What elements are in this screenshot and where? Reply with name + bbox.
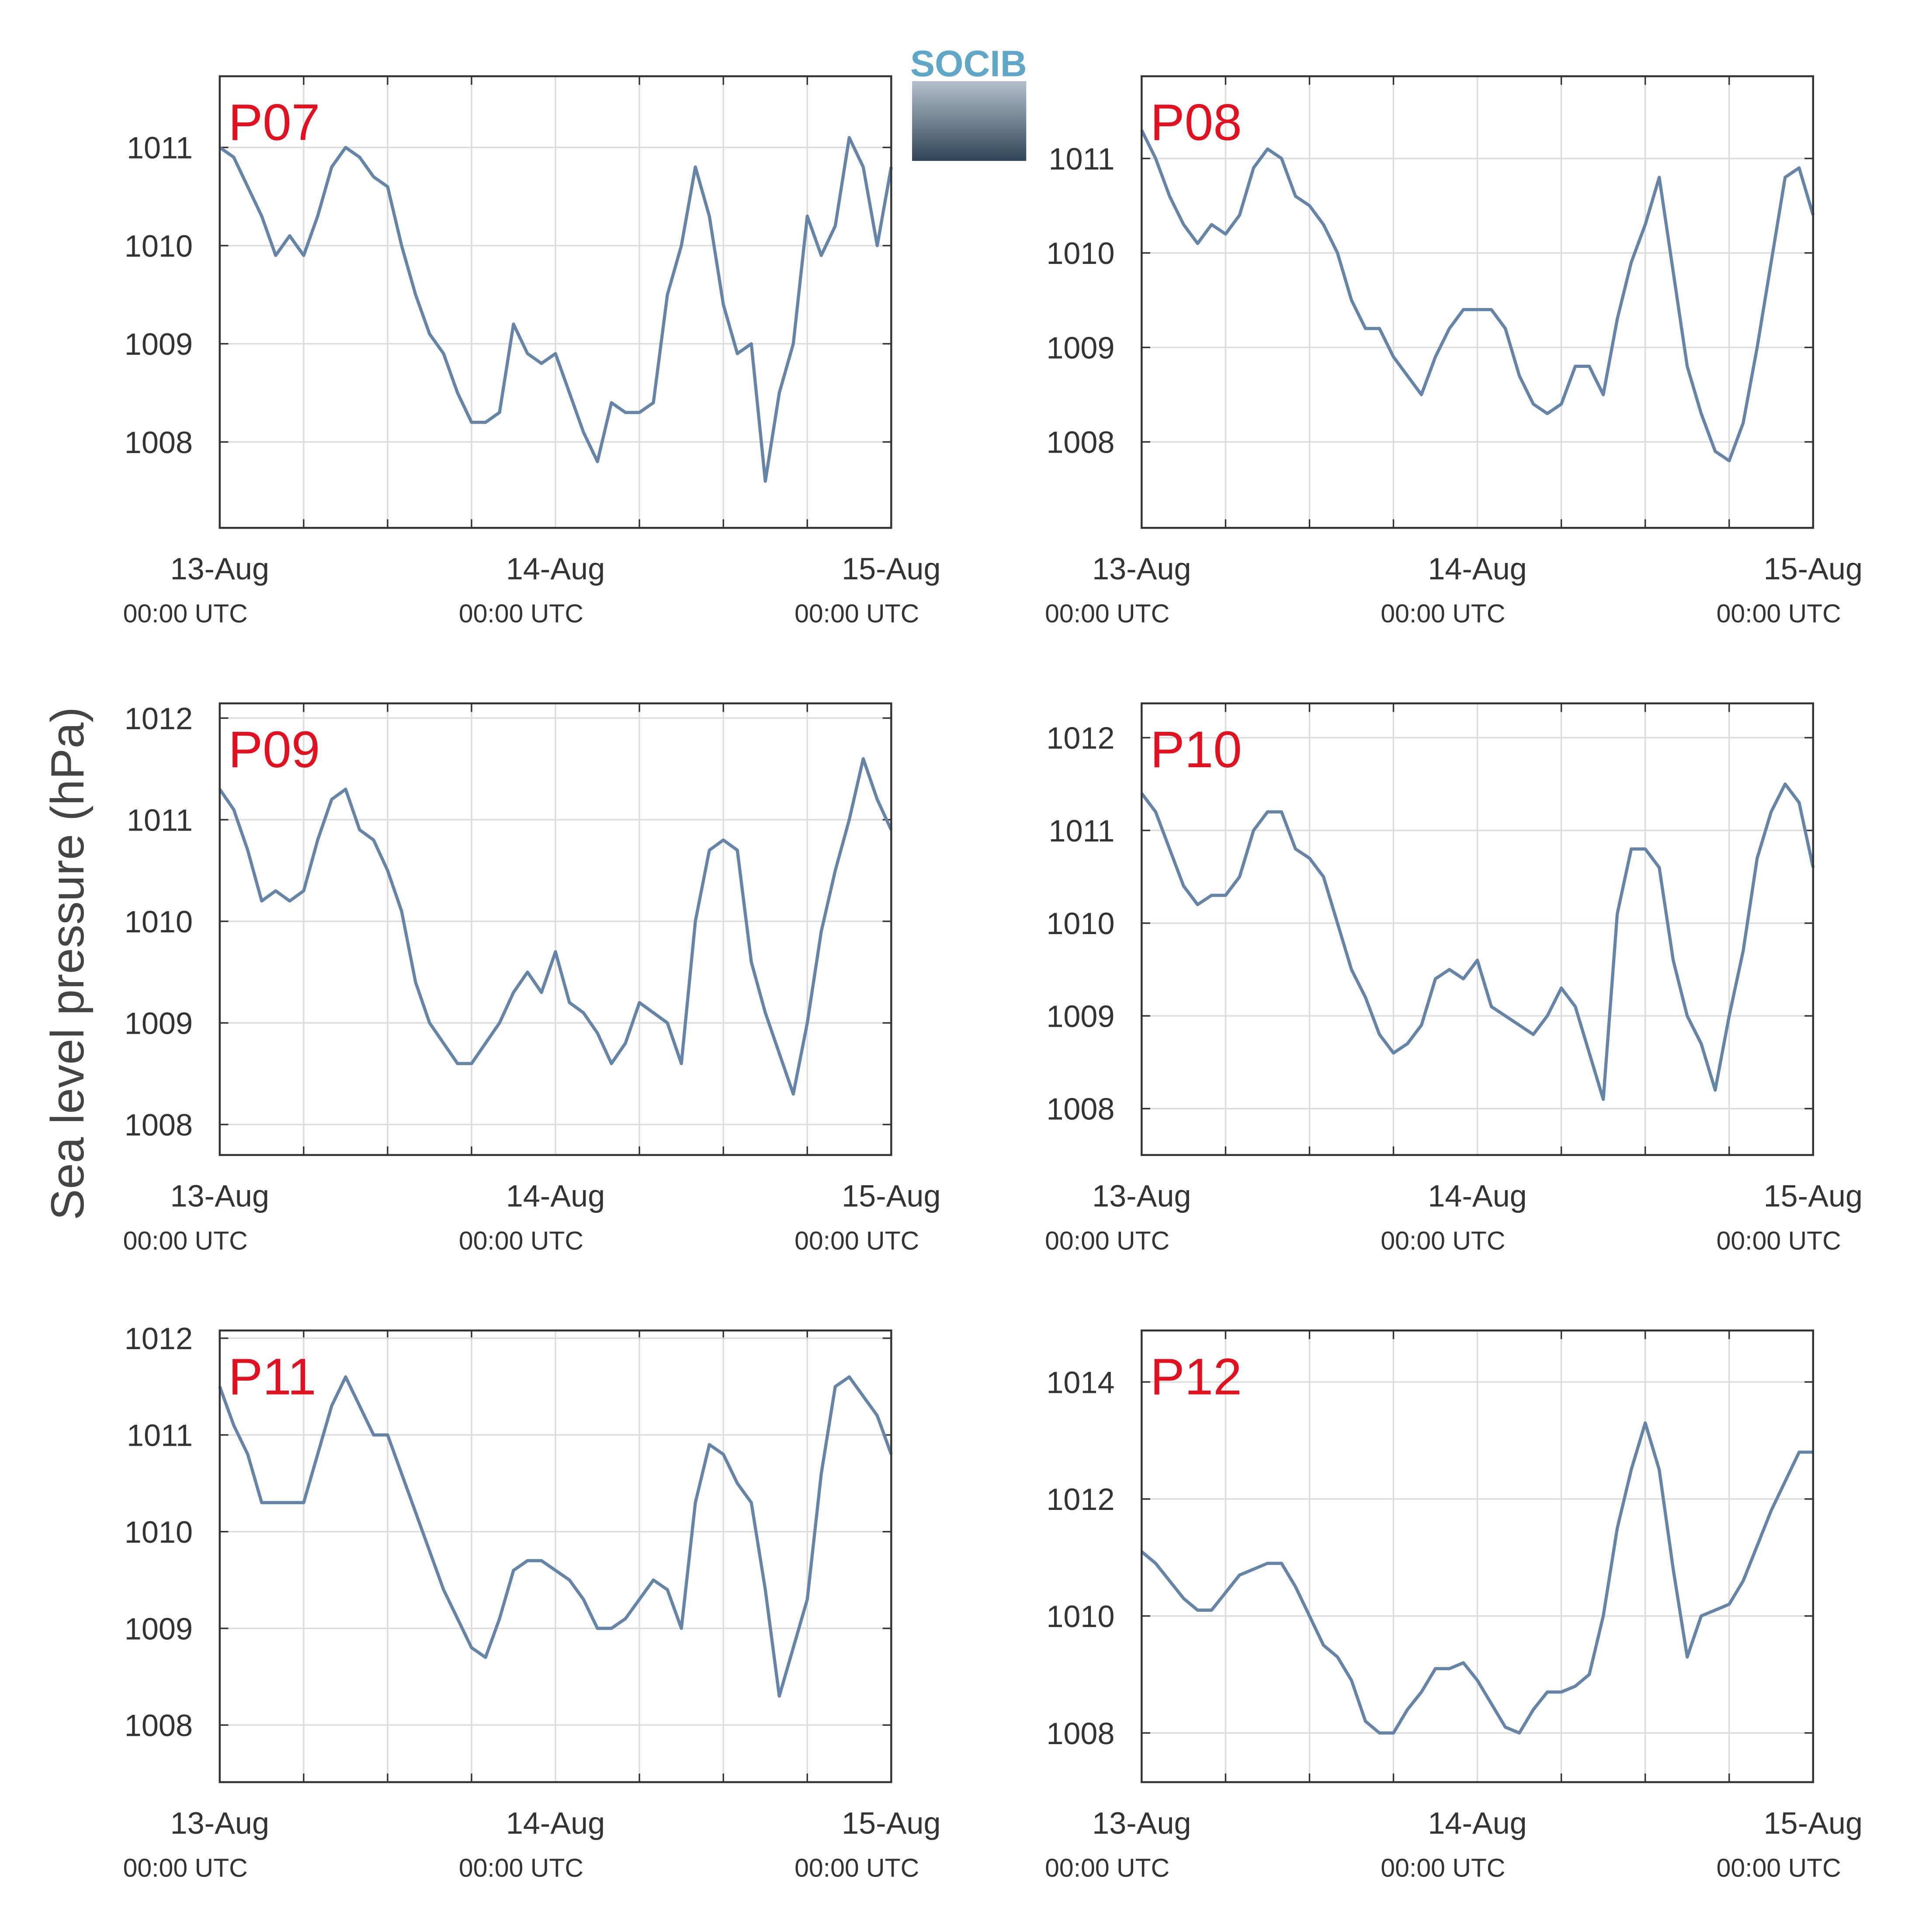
y-tick-label: 1011 xyxy=(127,803,193,837)
y-tick-label: 1012 xyxy=(125,1321,193,1356)
x-tick-label: 14-Aug xyxy=(506,1806,605,1840)
y-tick-label: 1009 xyxy=(125,1611,193,1646)
y-tick-label: 1011 xyxy=(127,1418,193,1453)
y-tick-label: 1008 xyxy=(1046,425,1114,460)
panel-title: P12 xyxy=(1150,1347,1242,1405)
x-tick-sublabel: 00:00 UTC xyxy=(123,1227,248,1255)
x-tick-sublabel: 00:00 UTC xyxy=(1717,1227,1841,1255)
y-tick-label: 1008 xyxy=(1046,1716,1114,1751)
x-tick-label: 13-Aug xyxy=(1092,1806,1191,1840)
panel-title: P07 xyxy=(228,93,320,151)
y-tick-label: 1010 xyxy=(125,904,193,939)
plot-frame xyxy=(219,702,892,1156)
x-tick-label: 15-Aug xyxy=(842,1179,940,1213)
y-axis-title: Sea level pressure (hPa) xyxy=(41,707,94,1220)
x-tick-label: 13-Aug xyxy=(170,551,269,586)
y-tick-label: 1011 xyxy=(127,131,193,165)
x-tick-sublabel: 00:00 UTC xyxy=(1045,1854,1169,1882)
x-tick-label: 14-Aug xyxy=(1428,1179,1526,1213)
x-tick-sublabel: 00:00 UTC xyxy=(1045,1227,1169,1255)
panel: 13-Aug 00:00 UTC 14-Aug 00:00 UTC 15-Aug 00:0… xyxy=(123,1321,941,1882)
panel-title: P08 xyxy=(1150,93,1242,151)
x-tick-sublabel: 00:00 UTC xyxy=(459,1854,583,1882)
x-tick-label: 13-Aug xyxy=(170,1179,269,1213)
panel-title: P10 xyxy=(1150,720,1242,778)
data-line xyxy=(218,1375,893,1698)
x-tick-label: 15-Aug xyxy=(1764,551,1863,586)
logo-text: SOCIB xyxy=(910,43,1027,84)
x-tick-label: 15-Aug xyxy=(842,1806,940,1840)
plot-frame xyxy=(1141,702,1814,1156)
y-tick-label: 1009 xyxy=(1046,999,1114,1033)
y-tick-label: 1008 xyxy=(125,425,193,460)
x-tick-label: 13-Aug xyxy=(1092,1179,1191,1213)
x-tick-label: 14-Aug xyxy=(506,551,605,586)
y-tick-label: 1008 xyxy=(125,1108,193,1142)
data-line xyxy=(1140,782,1815,1101)
y-tick-label: 1012 xyxy=(1046,721,1114,755)
panel-title: P09 xyxy=(228,720,320,778)
logo-block xyxy=(912,81,1027,161)
x-tick-sublabel: 00:00 UTC xyxy=(1381,1227,1505,1255)
data-line xyxy=(1140,129,1815,463)
y-tick-label: 1010 xyxy=(125,229,193,263)
logo: SOCIB xyxy=(910,43,1027,161)
y-tick-label: 1012 xyxy=(1046,1482,1114,1517)
y-tick-label: 1009 xyxy=(125,1006,193,1041)
y-tick-label: 1014 xyxy=(1046,1365,1114,1399)
x-tick-label: 15-Aug xyxy=(1764,1806,1863,1840)
x-tick-sublabel: 00:00 UTC xyxy=(794,599,919,628)
x-tick-sublabel: 00:00 UTC xyxy=(459,599,583,628)
panel: 13-Aug 00:00 UTC 14-Aug 00:00 UTC 15-Aug 00:0… xyxy=(123,75,941,628)
data-line xyxy=(1141,1421,1813,1735)
panel: 13-Aug 00:00 UTC 14-Aug 00:00 UTC 15-Aug 00:0… xyxy=(123,701,941,1255)
y-tick-label: 1009 xyxy=(125,327,193,361)
x-tick-label: 13-Aug xyxy=(1092,551,1191,586)
x-tick-label: 14-Aug xyxy=(1428,551,1526,586)
y-tick-label: 1010 xyxy=(1046,1599,1114,1634)
panel: 13-Aug 00:00 UTC 14-Aug 00:00 UTC 15-Aug 00:0… xyxy=(1045,1330,1863,1882)
y-tick-label: 1010 xyxy=(1046,906,1114,941)
x-tick-label: 15-Aug xyxy=(842,551,940,586)
y-tick-label: 1008 xyxy=(1046,1092,1114,1126)
panel: 13-Aug 00:00 UTC 14-Aug 00:00 UTC 15-Aug 00:0… xyxy=(1045,702,1863,1255)
x-tick-sublabel: 00:00 UTC xyxy=(794,1227,919,1255)
x-tick-label: 14-Aug xyxy=(1428,1806,1526,1840)
plot-frame xyxy=(1141,1330,1814,1783)
plot-frame xyxy=(219,1330,892,1783)
x-tick-sublabel: 00:00 UTC xyxy=(1717,599,1841,628)
y-tick-label: 1011 xyxy=(1049,142,1115,176)
y-tick-label: 1010 xyxy=(125,1515,193,1549)
x-tick-label: 15-Aug xyxy=(1764,1179,1863,1213)
y-tick-label: 1009 xyxy=(1046,330,1114,365)
x-tick-sublabel: 00:00 UTC xyxy=(123,599,248,628)
x-tick-sublabel: 00:00 UTC xyxy=(1045,599,1169,628)
plot-frame xyxy=(1141,75,1814,529)
x-tick-sublabel: 00:00 UTC xyxy=(1381,599,1505,628)
plot-frame xyxy=(219,75,892,529)
data-line xyxy=(219,136,893,483)
x-tick-sublabel: 00:00 UTC xyxy=(1717,1854,1841,1882)
x-tick-sublabel: 00:00 UTC xyxy=(123,1854,248,1882)
y-tick-label: 1012 xyxy=(125,701,193,736)
x-tick-sublabel: 00:00 UTC xyxy=(459,1227,583,1255)
y-tick-label: 1011 xyxy=(1049,814,1115,848)
y-tick-label: 1008 xyxy=(125,1708,193,1743)
y-tick-label: 1010 xyxy=(1046,236,1114,270)
x-tick-sublabel: 00:00 UTC xyxy=(794,1854,919,1882)
x-tick-label: 13-Aug xyxy=(170,1806,269,1840)
data-line xyxy=(218,757,893,1096)
x-tick-label: 14-Aug xyxy=(506,1179,605,1213)
panel-title: P11 xyxy=(228,1347,316,1405)
x-tick-sublabel: 00:00 UTC xyxy=(1381,1854,1505,1882)
panel: 13-Aug 00:00 UTC 14-Aug 00:00 UTC 15-Aug 00:0… xyxy=(1045,75,1863,628)
